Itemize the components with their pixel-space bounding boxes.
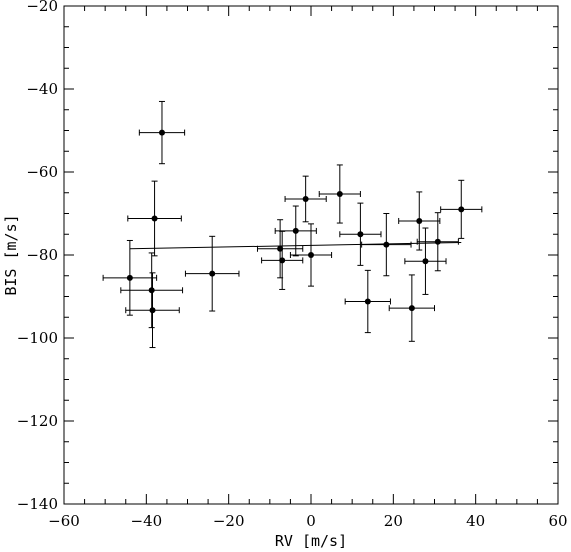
x-tick-label: 60 bbox=[548, 512, 567, 530]
x-axis-title: RV [m/s] bbox=[275, 532, 347, 550]
data-point bbox=[209, 270, 216, 277]
data-point bbox=[364, 298, 371, 305]
data-point bbox=[277, 245, 284, 252]
data-point bbox=[416, 217, 423, 224]
y-tick-label: −40 bbox=[26, 80, 58, 98]
data-point bbox=[158, 129, 165, 136]
y-tick-label: −20 bbox=[26, 0, 58, 15]
data-point bbox=[336, 190, 343, 197]
data-point bbox=[302, 195, 309, 202]
x-tick-label: −20 bbox=[213, 512, 245, 530]
axis-ticks bbox=[63, 5, 559, 505]
y-tick-label: −60 bbox=[26, 163, 58, 181]
x-tick-label: 20 bbox=[384, 512, 403, 530]
data-point bbox=[458, 206, 465, 213]
data-point bbox=[292, 227, 299, 234]
data-point bbox=[149, 307, 156, 314]
data-points bbox=[126, 129, 465, 314]
x-tick-label: 40 bbox=[466, 512, 485, 530]
data-point bbox=[434, 238, 441, 245]
data-point bbox=[408, 305, 415, 312]
y-tick-label: −100 bbox=[17, 329, 58, 347]
y-tick-label: −140 bbox=[17, 495, 58, 513]
data-point bbox=[422, 258, 429, 265]
data-point bbox=[279, 257, 286, 264]
y-axis-title: BIS [m/s] bbox=[2, 214, 20, 295]
tick-labels: −60 −40 −20 0 20 40 60 −140 −120 −100 −80 −60 −40 −20 bbox=[17, 0, 568, 530]
y-tick-label: −80 bbox=[26, 246, 58, 264]
x-tick-label: 0 bbox=[306, 512, 316, 530]
data-point bbox=[308, 252, 314, 258]
x-tick-label: −40 bbox=[131, 512, 163, 530]
error-bars bbox=[102, 100, 483, 349]
data-point bbox=[126, 274, 133, 281]
data-point bbox=[383, 241, 390, 248]
data-point bbox=[151, 215, 158, 222]
x-tick-label: −60 bbox=[48, 512, 80, 530]
data-point bbox=[357, 231, 364, 238]
y-tick-label: −120 bbox=[17, 412, 58, 430]
data-point bbox=[148, 287, 155, 294]
